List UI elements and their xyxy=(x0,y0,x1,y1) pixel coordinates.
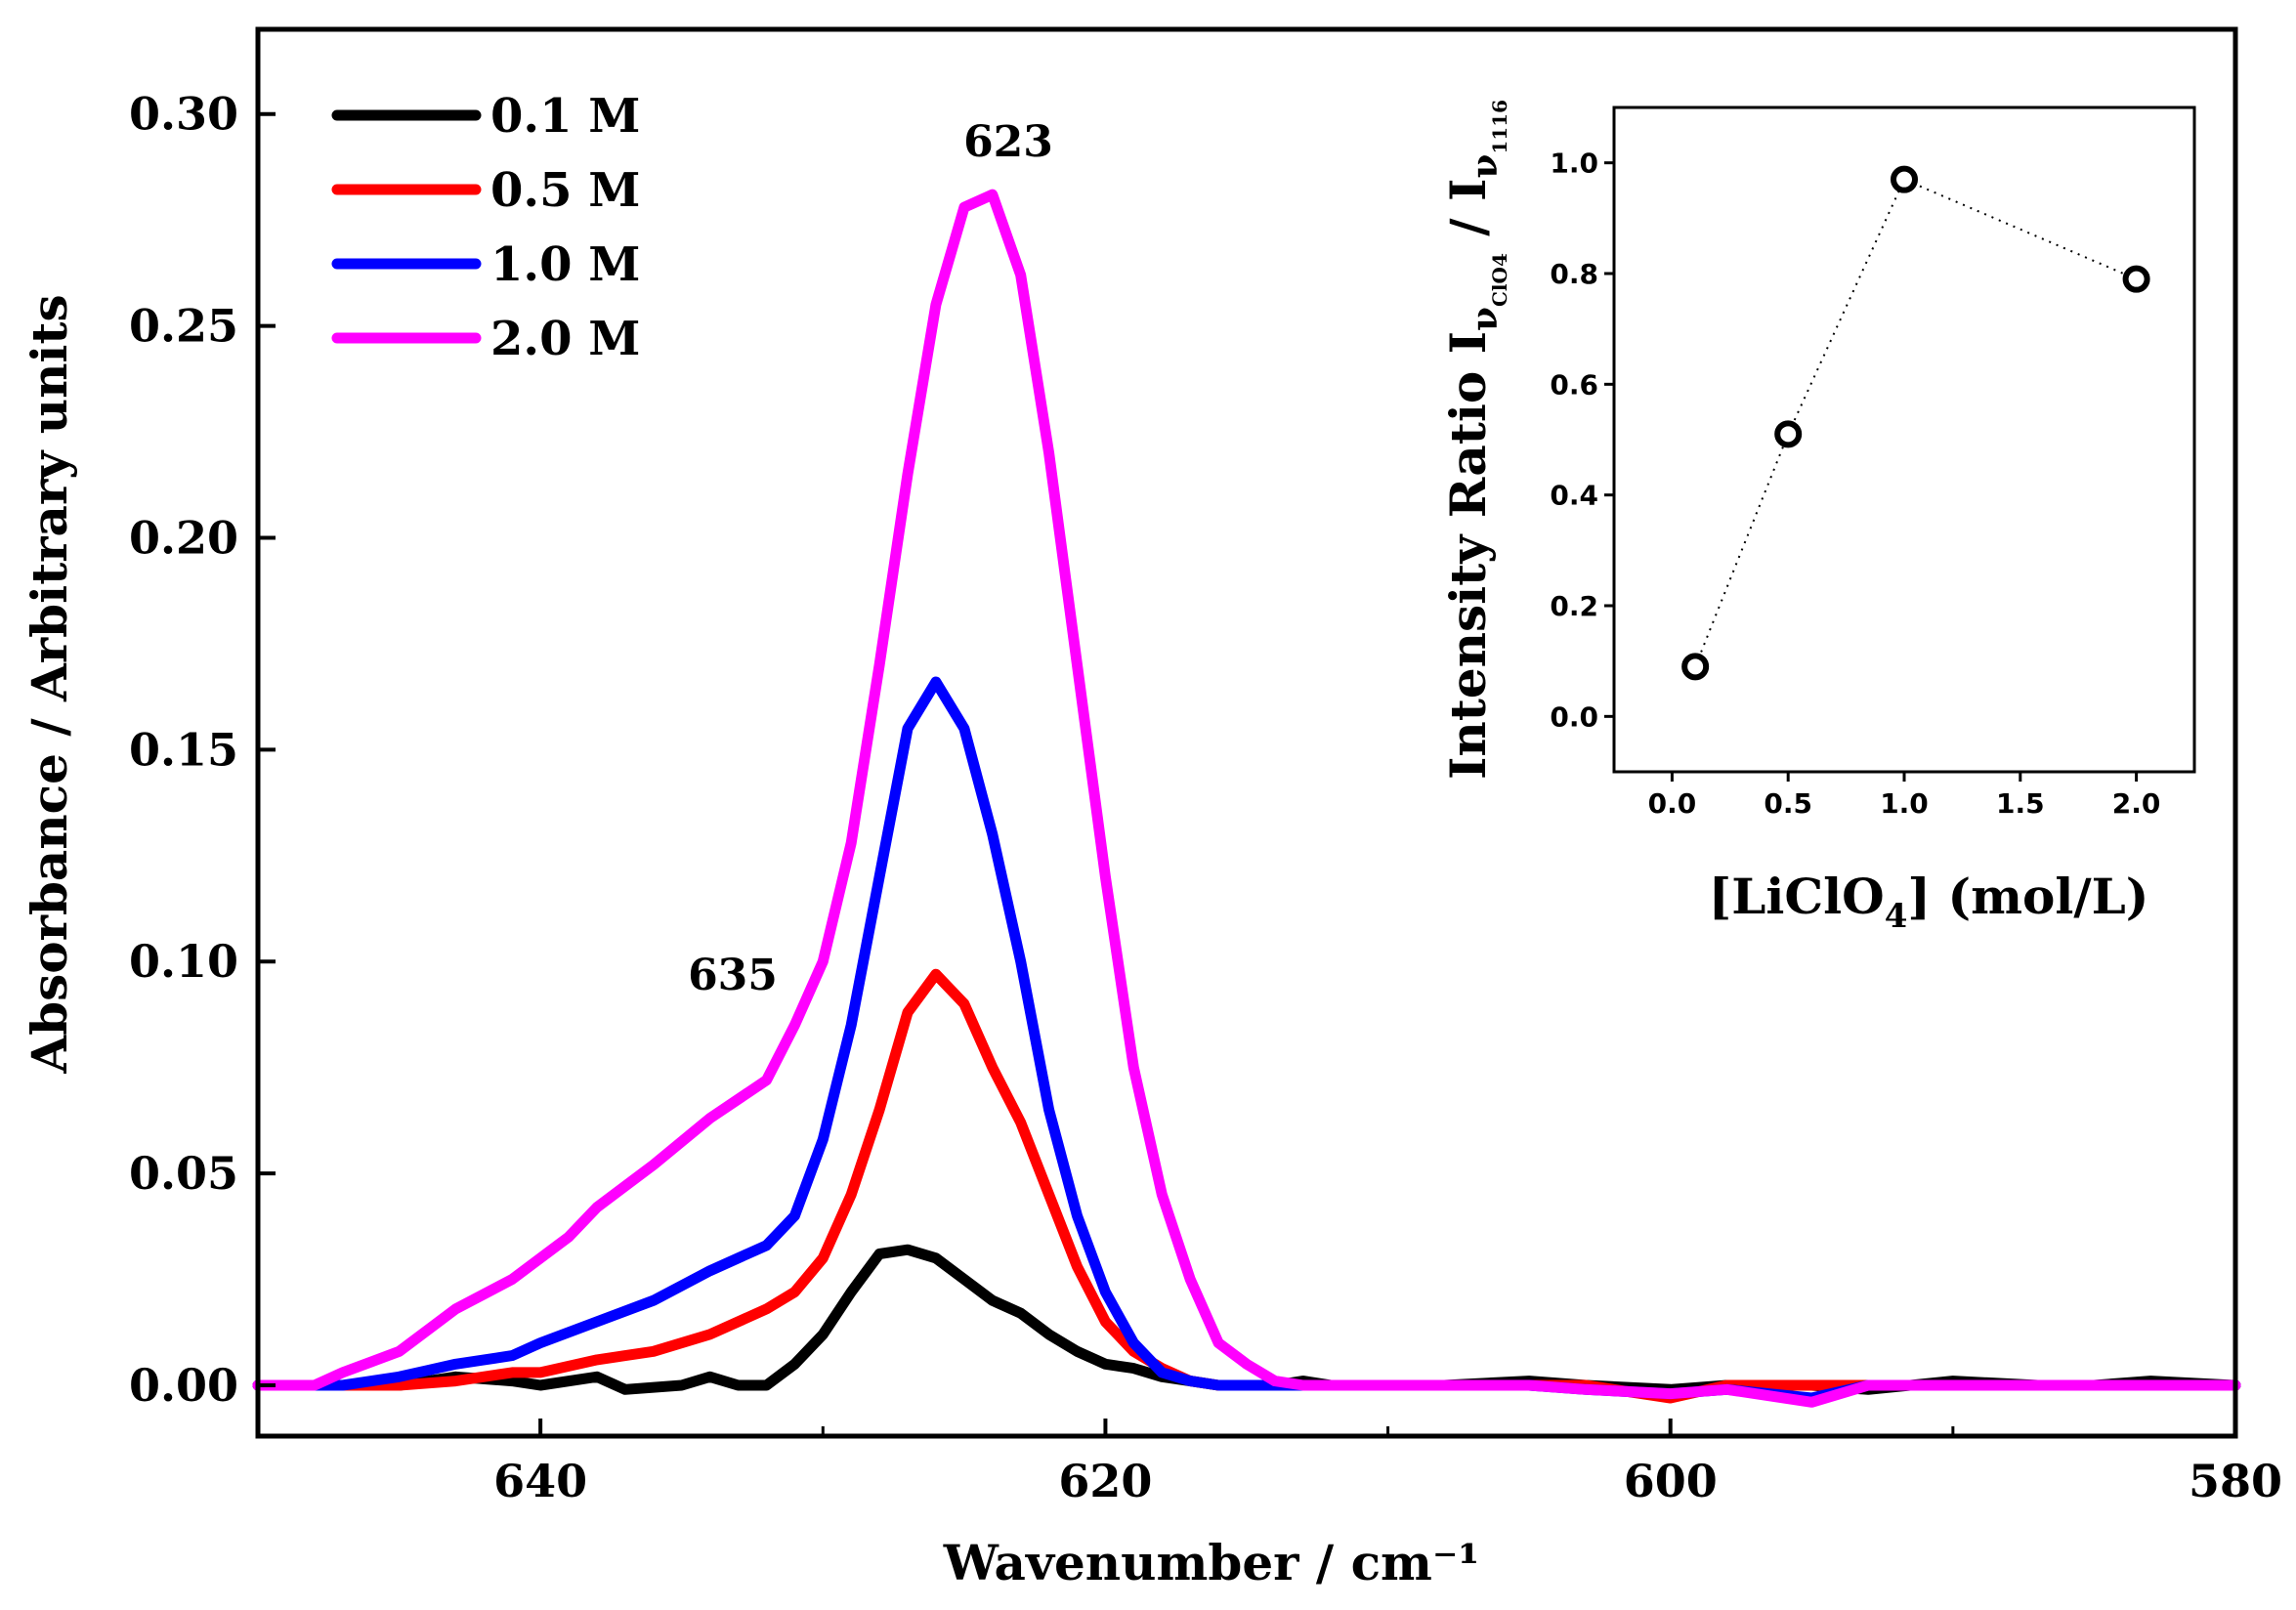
inset-plot: 0.0 0.5 1.0 1.5 2.0 0.0 0.2 0.4 0.6 0.8 1.0 [LiCl… xyxy=(1439,100,2196,936)
inset-x-tick-label: 0.5 xyxy=(1764,787,1812,820)
legend-label: 1.0 M xyxy=(490,237,640,292)
main-x-ticks: 640 620 600 580 xyxy=(256,1419,2282,1507)
inset-y-tick-label: 1.0 xyxy=(1550,148,1598,180)
inset-x-tick-label: 2.0 xyxy=(2112,787,2161,820)
inset-data-point xyxy=(1774,420,1803,448)
main-y-tick-label: 0.10 xyxy=(129,935,238,988)
main-y-axis-label: Absorbance / Arbitrary units xyxy=(21,294,78,1074)
main-plot-frame xyxy=(255,26,2238,1439)
main-y-ticks: 0.00 0.05 0.10 0.15 0.20 0.25 0.30 xyxy=(129,88,276,1412)
main-x-axis-label: Wavenumber / cm⁻¹ xyxy=(943,1534,1480,1591)
inset-y-ticks: 0.0 0.2 0.4 0.6 0.8 1.0 xyxy=(1550,148,1614,733)
inset-x-tick-label: 0.0 xyxy=(1648,787,1697,820)
main-y-tick-label: 0.20 xyxy=(129,511,238,564)
inset-y-tick-label: 0.6 xyxy=(1550,368,1598,401)
peak-annotation-635: 635 xyxy=(688,951,778,1000)
main-y-tick-label: 0.15 xyxy=(129,723,238,776)
inset-y-tick-label: 0.8 xyxy=(1550,258,1598,290)
main-x-tick-label: 600 xyxy=(1624,1455,1718,1507)
series-line-1-0-m xyxy=(252,676,2241,1404)
main-y-tick-label: 0.30 xyxy=(129,88,238,141)
main-x-tick-label: 620 xyxy=(1058,1455,1152,1507)
inset-x-tick-label: 1.5 xyxy=(1996,787,2045,820)
inset-x-axis-label: [LiClO4] (mol/L) xyxy=(1709,868,2149,936)
inset-x-tick-label: 1.0 xyxy=(1880,787,1929,820)
main-y-tick-label: 0.25 xyxy=(129,300,238,353)
main-x-tick-label: 580 xyxy=(2189,1455,2282,1507)
main-series-group xyxy=(252,189,2241,1408)
inset-y-tick-label: 0.2 xyxy=(1550,590,1598,622)
inset-plot-frame xyxy=(1612,106,2196,774)
main-y-tick-label: 0.05 xyxy=(129,1147,238,1200)
main-y-tick-label: 0.00 xyxy=(129,1359,238,1412)
legend-label: 0.5 M xyxy=(490,163,640,218)
series-line-2-0-m xyxy=(252,189,2241,1408)
inset-dotted-line xyxy=(1694,178,2137,667)
inset-data-point xyxy=(1891,165,1918,193)
peak-annotation-623: 623 xyxy=(963,117,1053,167)
inset-data-point xyxy=(1681,653,1710,681)
legend-label: 0.1 M xyxy=(490,89,640,144)
inset-series-group xyxy=(1681,165,2150,681)
main-x-tick-label: 640 xyxy=(493,1455,587,1507)
legend-label: 2.0 M xyxy=(490,312,640,366)
inset-y-tick-label: 0.0 xyxy=(1550,700,1598,733)
main-plot: 640 620 600 580 0.00 0.05 0.10 0.15 0.20 0.25 0.3… xyxy=(21,26,2282,1591)
inset-x-ticks: 0.0 0.5 1.0 1.5 2.0 xyxy=(1648,772,2161,820)
legend: 0.1 M 0.5 M 1.0 M 2.0 M xyxy=(331,89,640,366)
inset-y-tick-label: 0.4 xyxy=(1550,480,1598,512)
inset-y-axis-label: Intensity Ratio IνClO4 / Iν1116 xyxy=(1439,100,1511,780)
inset-data-point xyxy=(2122,265,2150,293)
